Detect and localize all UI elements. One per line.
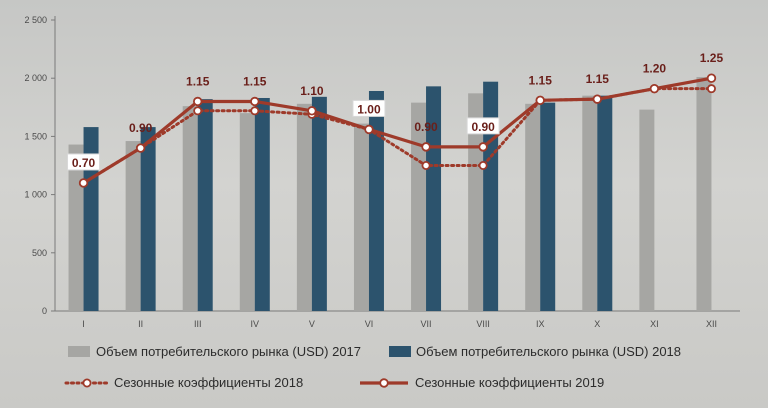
x-tick-label: X [594, 319, 600, 329]
data-label-2019: 1.10 [300, 84, 324, 98]
bar-2017 [411, 102, 427, 311]
point-2019 [364, 124, 374, 135]
bar-2018 [426, 86, 442, 312]
bar-2018 [368, 91, 384, 311]
y-tick-label: 2 000 [24, 73, 47, 83]
x-tick-label: VIII [476, 319, 490, 329]
point-2019 [706, 73, 717, 83]
data-label-2019: 1.15 [186, 74, 210, 88]
line-series-2018 [82, 87, 713, 185]
point-2019 [193, 96, 203, 107]
legend-swatch-2018 [389, 346, 411, 357]
x-tick-label: XI [650, 319, 659, 329]
bar-2017 [696, 77, 712, 311]
point-2019 [478, 142, 488, 152]
data-label-2019: 0.90 [414, 120, 438, 134]
point-2019 [135, 143, 146, 153]
y-tick-label: 2 500 [24, 15, 47, 25]
bar-2018 [197, 99, 213, 311]
x-tick-label: V [309, 319, 315, 329]
legend-marker-2019 [379, 378, 389, 388]
bar-2017 [296, 103, 312, 311]
legend-label-coef-2018: Сезонные коэффициенты 2018 [114, 375, 303, 390]
y-tick-label: 1 500 [24, 131, 47, 141]
point-2018 [421, 160, 431, 170]
bar-2017 [582, 95, 598, 311]
point-2018 [478, 160, 488, 170]
bar-2017 [639, 109, 655, 312]
point-2019 [307, 106, 317, 116]
x-tick-label: I [82, 319, 85, 329]
x-tick-label: II [138, 319, 143, 329]
x-tick-label: XII [706, 319, 717, 329]
x-tick-label: IV [251, 319, 260, 329]
point-2019 [421, 142, 431, 152]
point-2018 [706, 84, 716, 94]
point-2019 [250, 96, 260, 107]
legend-swatch-2017 [68, 346, 90, 357]
bar-2018 [597, 95, 613, 311]
data-label-box [67, 153, 101, 171]
data-label-2019: 1.00 [357, 102, 381, 116]
data-label-2019: 1.15 [243, 74, 267, 88]
y-tick-label: 500 [32, 248, 47, 258]
x-tick-label: IX [536, 319, 545, 329]
bar-2017 [182, 106, 198, 311]
data-label-2019: 0.90 [129, 121, 153, 135]
bar-2017 [525, 103, 541, 311]
data-label-2019: 1.20 [643, 62, 667, 76]
point-2018 [193, 106, 203, 116]
bar-2018 [540, 102, 556, 311]
point-2019 [649, 83, 660, 94]
data-label-2019: 1.15 [529, 73, 553, 87]
line-series-2019 [82, 76, 712, 185]
bar-2018 [254, 97, 270, 311]
bar-2017 [68, 144, 84, 311]
data-label-box [352, 99, 386, 117]
data-label-2019: 1.15 [586, 72, 610, 86]
bar-2017 [239, 113, 255, 312]
bar-2018 [83, 127, 99, 311]
bar-2018 [483, 81, 499, 311]
legend-marker-2018 [82, 378, 92, 388]
data-label-2019: 0.70 [72, 156, 96, 170]
data-label-2019: 1.25 [700, 51, 724, 65]
y-tick-label: 0 [42, 306, 47, 316]
y-tick-label: 1 000 [24, 190, 47, 200]
point-2019 [78, 178, 89, 188]
bar-2017 [353, 123, 369, 311]
x-tick-label: VI [365, 319, 374, 329]
legend-label-2018: Объем потребительского рынка (USD) 2018 [416, 344, 681, 359]
point-2018 [250, 106, 260, 116]
bar-2018 [140, 127, 156, 311]
point-2019 [535, 95, 545, 106]
data-label-box [466, 117, 500, 135]
x-tick-label: VII [421, 319, 432, 329]
bar-2018 [311, 96, 327, 311]
legend-label-coef-2019: Сезонные коэффициенты 2019 [415, 375, 604, 390]
x-tick-label: III [194, 319, 202, 329]
point-2019 [592, 94, 602, 104]
legend-label-2017: Объем потребительского рынка (USD) 2017 [96, 344, 361, 359]
data-label-2019: 0.90 [471, 120, 495, 134]
bar-2017 [125, 141, 141, 311]
